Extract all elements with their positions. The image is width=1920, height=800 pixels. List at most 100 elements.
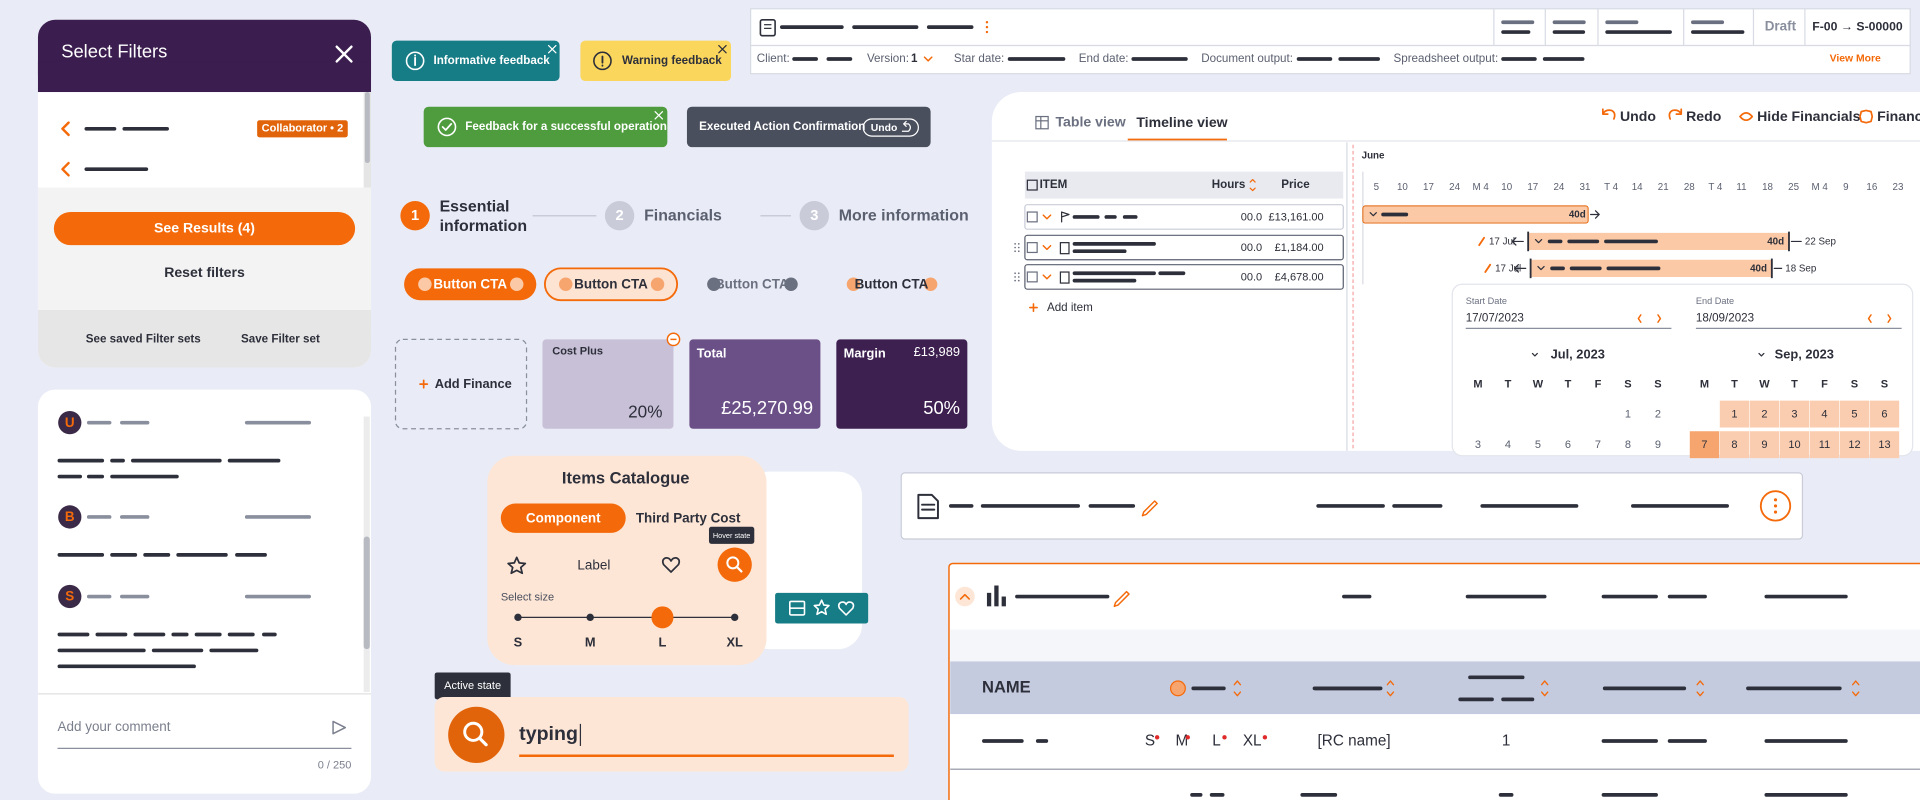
placeholder-text xyxy=(852,25,919,29)
reset-filters[interactable]: Reset filters xyxy=(164,264,245,280)
collapse-button[interactable] xyxy=(955,586,975,607)
day[interactable]: 2 xyxy=(1655,409,1661,421)
placeholder-text xyxy=(1300,793,1338,797)
placeholder-text xyxy=(84,167,149,172)
see-results-button[interactable] xyxy=(53,212,356,246)
toolbar-action[interactable]: Redo xyxy=(1686,108,1722,124)
icon xyxy=(1739,112,1754,122)
search-button[interactable] xyxy=(717,547,752,582)
weekday: M xyxy=(1473,379,1482,391)
avatar-initial: S xyxy=(65,589,74,604)
toolbar-action[interactable]: Financials xyxy=(1877,108,1920,124)
day[interactable]: 5 xyxy=(1851,409,1857,421)
search-input[interactable]: typing xyxy=(519,723,578,745)
add-finance[interactable] xyxy=(394,338,528,430)
comment-input[interactable]: Add your comment xyxy=(58,719,171,734)
selected-range xyxy=(1779,400,1810,428)
column-header: Price xyxy=(1281,178,1310,191)
date-input[interactable]: 18/09/2023 xyxy=(1696,312,1754,325)
day[interactable]: 8 xyxy=(1625,439,1631,451)
placeholder-text xyxy=(1122,215,1138,219)
placeholder-text xyxy=(57,648,146,653)
placeholder-text xyxy=(57,474,83,479)
cta-button[interactable] xyxy=(543,267,679,302)
card-value: £25,270.99 xyxy=(721,397,813,418)
field-label: End Date xyxy=(1696,296,1734,306)
placeholder-text xyxy=(792,57,818,61)
day[interactable]: 11 xyxy=(1819,439,1830,451)
date-input[interactable]: 17/07/2023 xyxy=(1466,312,1524,325)
icon xyxy=(1887,314,1892,323)
view-more[interactable]: View More xyxy=(1830,54,1881,65)
close-icon xyxy=(718,44,727,54)
day[interactable]: 4 xyxy=(1505,439,1511,451)
day[interactable]: 2 xyxy=(1761,409,1767,421)
day[interactable]: 7 xyxy=(1595,439,1601,451)
toolbar-action[interactable]: Hide Financials xyxy=(1757,108,1860,124)
placeholder-text xyxy=(1468,675,1525,680)
icon xyxy=(1233,680,1242,697)
day[interactable]: 6 xyxy=(1881,409,1887,421)
icon xyxy=(419,379,429,389)
day[interactable]: 3 xyxy=(1791,409,1797,421)
placeholder-text xyxy=(1569,266,1602,271)
timeline-bar xyxy=(1528,232,1789,250)
icon xyxy=(1859,109,1874,124)
day[interactable]: 8 xyxy=(1731,439,1737,451)
slider-thumb[interactable] xyxy=(651,606,674,629)
day[interactable]: 3 xyxy=(1475,439,1481,451)
add-item[interactable]: Add item xyxy=(1047,301,1093,314)
footer-link[interactable]: See saved Filter sets xyxy=(86,332,201,345)
icon xyxy=(1386,680,1395,697)
status-dot xyxy=(1222,735,1227,740)
placeholder-text xyxy=(1605,20,1639,25)
undo-pill[interactable] xyxy=(862,118,919,137)
placeholder-text xyxy=(1552,30,1586,34)
weekday: F xyxy=(1595,379,1602,391)
footer-link[interactable]: Save Filter set xyxy=(241,332,320,345)
placeholder-text xyxy=(1552,20,1586,25)
button-text: Button CTA xyxy=(433,276,507,291)
day[interactable]: 13 xyxy=(1878,439,1890,451)
dot xyxy=(1017,272,1020,275)
day[interactable]: 4 xyxy=(1821,409,1827,421)
icon xyxy=(1696,680,1704,697)
placeholder-text xyxy=(1547,239,1563,244)
day[interactable]: 12 xyxy=(1848,439,1860,451)
icon xyxy=(1042,214,1052,220)
day[interactable]: 1 xyxy=(1731,409,1737,421)
icon xyxy=(1029,303,1038,313)
date-tick: 17 xyxy=(1423,182,1434,193)
button-icon xyxy=(510,277,524,292)
box xyxy=(1001,596,1006,607)
size-option: L xyxy=(659,634,667,649)
field-label: Star date: xyxy=(954,52,1004,65)
placeholder-text xyxy=(1498,793,1514,797)
avatar-initial: U xyxy=(65,415,75,430)
cta-button[interactable] xyxy=(404,268,537,301)
char-counter: 0 / 250 xyxy=(318,759,352,771)
day[interactable]: 6 xyxy=(1565,439,1571,451)
day[interactable]: 9 xyxy=(1761,439,1767,451)
day[interactable]: 7 xyxy=(1701,439,1707,451)
icon xyxy=(1590,210,1600,219)
tab-active[interactable] xyxy=(500,503,626,533)
toolbar-action[interactable]: Undo xyxy=(1620,108,1656,124)
selected-range xyxy=(1689,431,1720,459)
day[interactable]: 9 xyxy=(1655,439,1661,451)
day[interactable]: 10 xyxy=(1788,439,1800,451)
day[interactable]: 5 xyxy=(1535,439,1541,451)
day[interactable]: 1 xyxy=(1625,409,1631,421)
tab-active[interactable]: Timeline view xyxy=(1136,114,1227,130)
field-label: Document output: xyxy=(1201,52,1293,65)
field-label: Client: xyxy=(757,52,790,65)
edit-icon xyxy=(1141,500,1158,517)
warning-icon xyxy=(593,51,612,71)
tab[interactable]: Table view xyxy=(1056,113,1126,129)
placeholder-text xyxy=(1381,212,1409,217)
card-value: 50% xyxy=(923,397,960,418)
placeholder-text xyxy=(1104,215,1117,219)
tab-text[interactable]: Third Party Cost xyxy=(636,510,741,525)
box xyxy=(1059,242,1070,255)
